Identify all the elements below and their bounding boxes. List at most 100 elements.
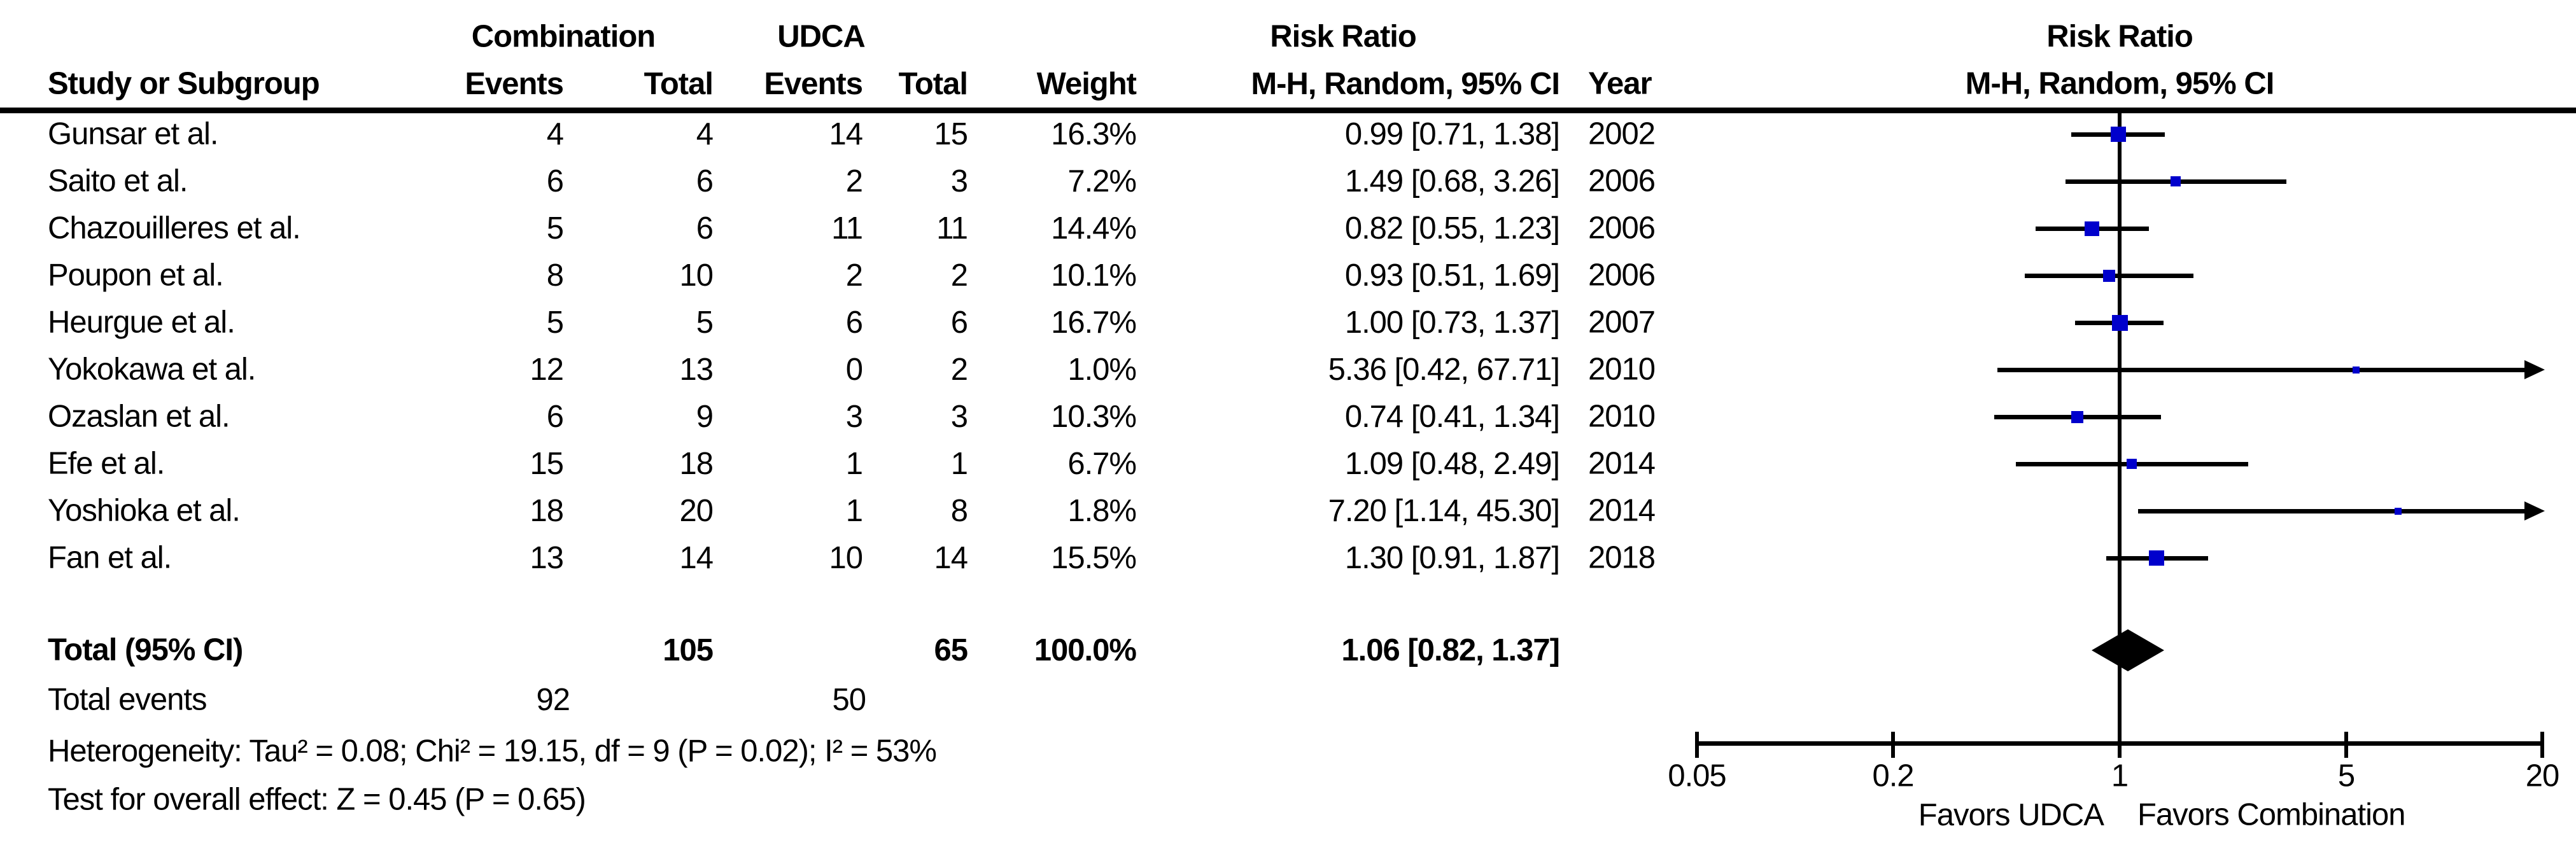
- ci-text: 0.99 [0.71, 1.38]: [1344, 117, 1560, 151]
- events-udca: 1: [845, 447, 863, 481]
- study-name: Saito et al.: [48, 164, 188, 199]
- point-estimate-square: [2071, 411, 2083, 423]
- total-combination: 14: [679, 541, 714, 575]
- total-ci-text: 1.06 [0.82, 1.37]: [1341, 633, 1560, 667]
- point-estimate-square: [2111, 127, 2126, 142]
- x-axis-tick-label: 0.2: [1872, 758, 1914, 793]
- ci-text: 1.09 [0.48, 2.49]: [1344, 447, 1560, 481]
- weight-value: 7.2%: [1067, 164, 1137, 199]
- favors-right-label: Favors Combination: [2137, 797, 2405, 832]
- total-udca: 1: [950, 447, 968, 481]
- ci-text: 1.00 [0.73, 1.37]: [1344, 305, 1560, 340]
- total-total-combination: 105: [663, 633, 714, 667]
- total-udca: 2: [950, 258, 968, 293]
- year-value: 2006: [1588, 258, 1656, 293]
- weight-value: 10.1%: [1051, 258, 1137, 293]
- x-axis-tick: [2540, 732, 2544, 758]
- year-value: 2010: [1588, 352, 1656, 387]
- col-header-ci: M-H, Random, 95% CI: [1251, 67, 1560, 101]
- total-weight: 100.0%: [1034, 633, 1137, 667]
- total-combination: 6: [696, 211, 714, 246]
- col-header-study: Study or Subgroup: [48, 66, 320, 101]
- events-combination: 4: [546, 117, 564, 151]
- events-udca: 3: [845, 400, 863, 434]
- events-combination: 15: [530, 447, 564, 481]
- col-header-weight: Weight: [1036, 67, 1137, 101]
- study-name: Yokokawa et al.: [48, 352, 256, 387]
- weight-value: 6.7%: [1067, 447, 1137, 481]
- events-udca: 1: [845, 494, 863, 528]
- year-value: 2002: [1588, 116, 1656, 151]
- col-header-year: Year: [1588, 66, 1652, 101]
- total-combination: 18: [679, 447, 714, 481]
- ci-text: 0.93 [0.51, 1.69]: [1344, 258, 1560, 293]
- group-header-combination: Combination: [471, 19, 656, 54]
- ci-arrow-right: [2524, 501, 2545, 520]
- ci-line: [1997, 368, 2527, 372]
- study-name: Fan et al.: [48, 540, 172, 575]
- ci-text: 0.82 [0.55, 1.23]: [1344, 211, 1560, 246]
- total-row-label: Total (95% CI): [48, 632, 243, 667]
- year-value: 2018: [1588, 540, 1656, 575]
- ci-arrow-right: [2524, 360, 2545, 379]
- events-combination: 13: [530, 541, 564, 575]
- events-combination: 5: [546, 305, 564, 340]
- total-combination: 10: [679, 258, 714, 293]
- heterogeneity-text: Heterogeneity: Tau² = 0.08; Chi² = 19.15…: [48, 734, 937, 769]
- study-name: Yoshioka et al.: [48, 493, 241, 528]
- events-combination: 5: [546, 211, 564, 246]
- total-udca: 14: [934, 541, 968, 575]
- point-estimate-square: [2127, 459, 2137, 469]
- total-combination: 20: [679, 494, 714, 528]
- year-value: 2010: [1588, 399, 1656, 434]
- x-axis-tick: [2344, 732, 2348, 758]
- weight-value: 14.4%: [1051, 211, 1137, 246]
- events-udca: 0: [845, 353, 863, 387]
- x-axis-tick-label: 5: [2337, 758, 2355, 793]
- events-combination: 8: [546, 258, 564, 293]
- total-udca: 3: [950, 164, 968, 199]
- point-estimate-square: [2112, 315, 2128, 331]
- x-axis-tick-label: 1: [2111, 758, 2129, 793]
- year-value: 2014: [1588, 493, 1656, 528]
- study-name: Efe et al.: [48, 446, 165, 481]
- total-udca: 3: [950, 400, 968, 434]
- weight-value: 1.0%: [1067, 353, 1137, 387]
- plot-subheader-ci: M-H, Random, 95% CI: [1965, 66, 2275, 101]
- year-value: 2014: [1588, 446, 1656, 481]
- ci-text: 1.30 [0.91, 1.87]: [1344, 541, 1560, 575]
- ci-text: 1.49 [0.68, 3.26]: [1344, 164, 1560, 199]
- col-header-events-udca: Events: [764, 67, 863, 101]
- ci-line: [2138, 509, 2527, 513]
- col-header-events-combination: Events: [465, 67, 564, 101]
- total-udca: 6: [950, 305, 968, 340]
- weight-value: 10.3%: [1051, 400, 1137, 434]
- x-axis-tick: [1695, 732, 1699, 758]
- study-name: Gunsar et al.: [48, 116, 219, 151]
- total-events-combination: 92: [536, 683, 570, 717]
- no-effect-line: [2118, 113, 2122, 746]
- events-combination: 6: [546, 164, 564, 199]
- weight-value: 1.8%: [1067, 494, 1137, 528]
- total-events-udca: 50: [832, 683, 866, 717]
- x-axis-tick: [2118, 732, 2122, 758]
- total-combination: 6: [696, 164, 714, 199]
- total-combination: 9: [696, 400, 714, 434]
- favors-left-label: Favors UDCA: [1918, 798, 2104, 832]
- ci-text: 5.36 [0.42, 67.71]: [1328, 353, 1560, 387]
- events-combination: 6: [546, 400, 564, 434]
- plot-header-risk-ratio: Risk Ratio: [2046, 19, 2193, 54]
- total-combination: 13: [679, 353, 714, 387]
- events-udca: 2: [845, 258, 863, 293]
- group-header-udca: UDCA: [777, 19, 866, 54]
- year-value: 2007: [1588, 305, 1656, 340]
- total-udca: 8: [950, 494, 968, 528]
- total-combination: 4: [696, 117, 714, 151]
- events-udca: 6: [845, 305, 863, 340]
- x-axis-tick-label: 20: [2525, 758, 2560, 793]
- events-combination: 12: [530, 353, 564, 387]
- events-udca: 10: [829, 541, 863, 575]
- point-estimate-square: [2395, 508, 2402, 515]
- pooled-estimate-diamond: [2092, 629, 2164, 671]
